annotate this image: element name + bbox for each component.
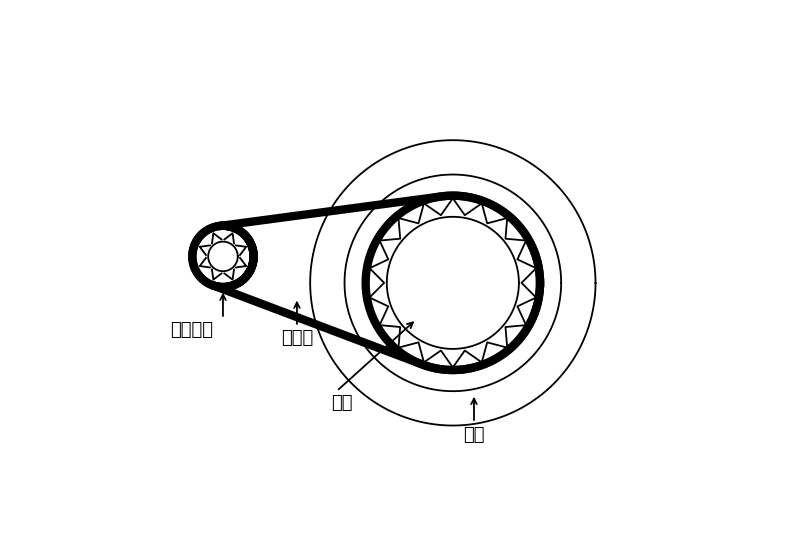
Text: 同步带: 同步带 — [281, 329, 314, 347]
Text: 支架: 支架 — [463, 426, 485, 444]
Text: 步进电机: 步进电机 — [170, 321, 213, 340]
Text: 托盘: 托盘 — [331, 394, 353, 412]
